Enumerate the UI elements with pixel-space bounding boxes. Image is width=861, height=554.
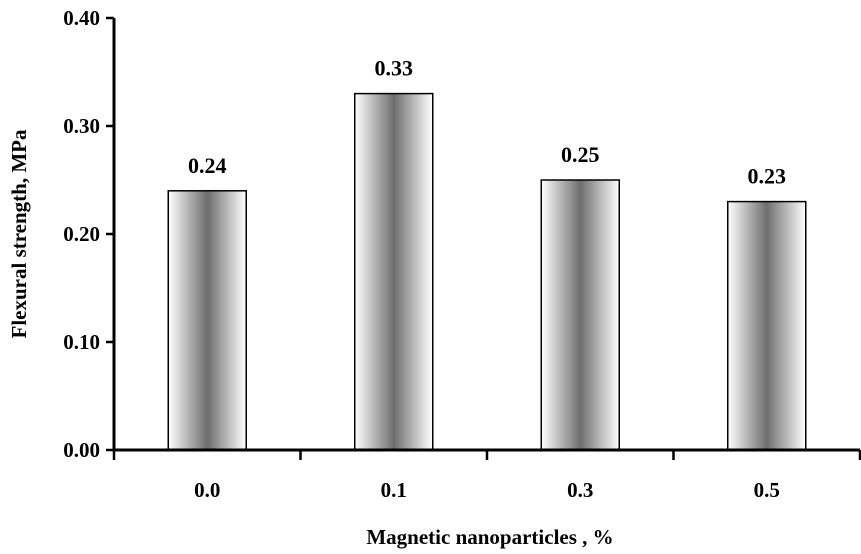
data-label-0.0: 0.24 <box>188 153 227 178</box>
y-tick-label: 0.40 <box>63 6 100 30</box>
bars-layer <box>167 92 807 451</box>
y-axis-title: Flexural strength, MPa <box>7 129 31 338</box>
data-label-0.3: 0.25 <box>561 142 600 167</box>
data-label-0.5: 0.23 <box>748 164 787 189</box>
data-label-0.1: 0.33 <box>375 56 414 81</box>
x-tick-label-0.0: 0.0 <box>194 478 220 502</box>
y-tick-label: 0.10 <box>63 330 100 354</box>
x-axis-title: Magnetic nanoparticles , % <box>366 525 613 549</box>
bar-0.5 <box>727 200 807 451</box>
x-tick-label-0.1: 0.1 <box>381 478 407 502</box>
x-ticks: 0.0 0.1 0.3 0.5 <box>112 450 861 502</box>
x-tick-label-0.3: 0.3 <box>567 478 593 502</box>
bar-0.3 <box>540 179 620 451</box>
data-labels: 0.24 0.33 0.25 0.23 <box>188 56 786 189</box>
bar-0.0 <box>167 190 247 451</box>
y-tick-label: 0.00 <box>63 438 100 462</box>
y-ticks: 0.00 0.10 0.20 0.30 0.40 <box>63 6 114 462</box>
x-tick-label-0.5: 0.5 <box>754 478 780 502</box>
y-tick-label: 0.30 <box>63 114 100 138</box>
bar-0.1 <box>354 92 434 451</box>
y-tick-label: 0.20 <box>63 222 100 246</box>
